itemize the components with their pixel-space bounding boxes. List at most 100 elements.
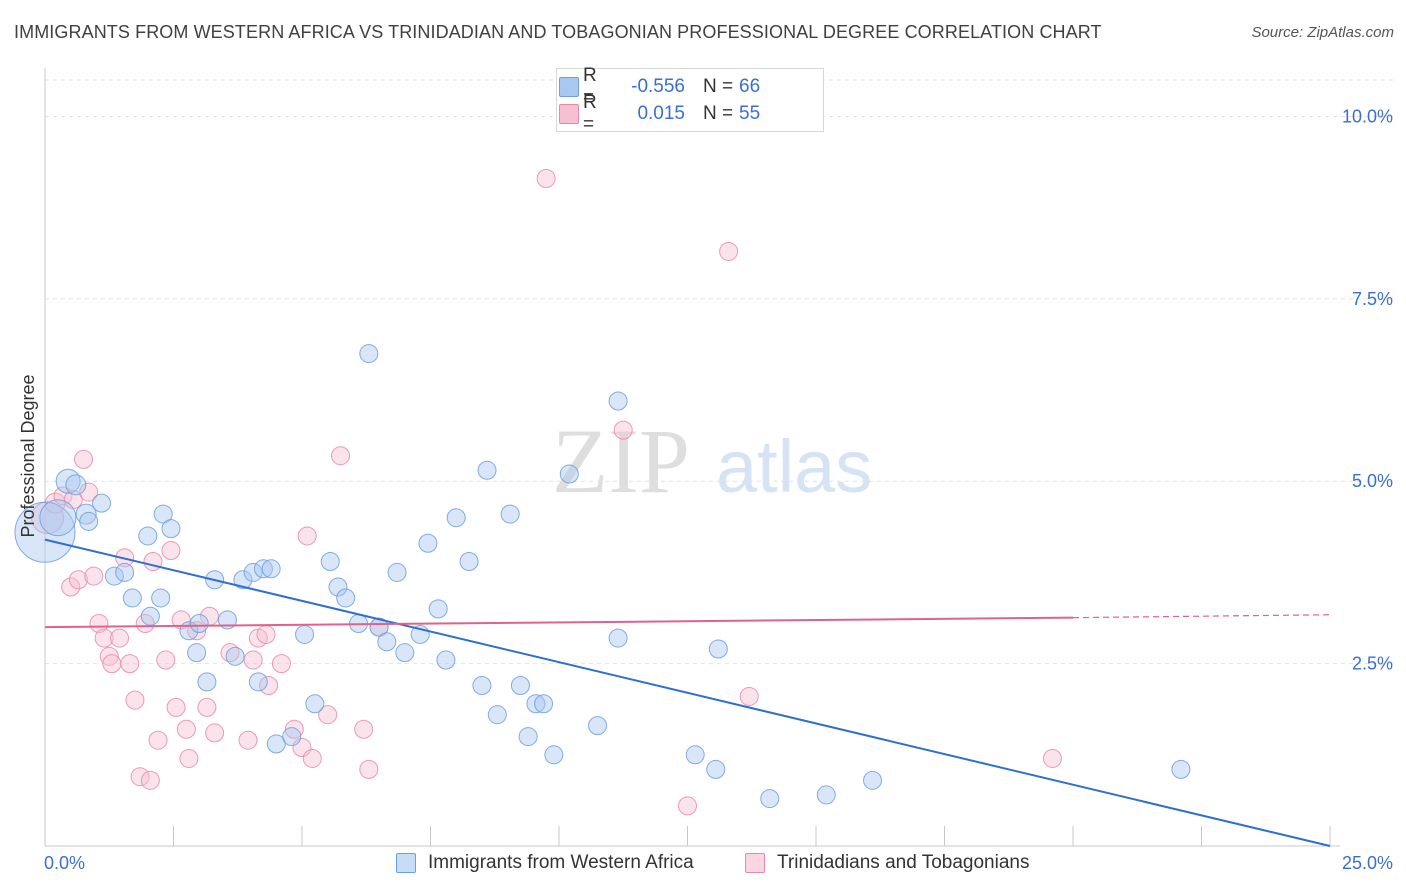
axes: 2.5% 5.0% 7.5% 10.0% 0.0% 25.0% — [44, 68, 1393, 873]
point-western-africa — [418, 533, 438, 553]
point-trinidadians — [719, 241, 739, 261]
point-western-africa — [510, 676, 530, 696]
point-trinidadians — [102, 654, 122, 674]
series-legend-label: Immigrants from Western Africa — [428, 852, 694, 873]
point-western-africa — [248, 672, 268, 692]
point-western-africa — [79, 511, 99, 531]
point-western-africa — [14, 501, 76, 563]
point-western-africa — [816, 785, 836, 805]
point-trinidadians — [302, 748, 322, 768]
legend-n-label: N = — [703, 76, 734, 97]
point-western-africa — [477, 460, 497, 480]
point-trinidadians — [678, 796, 697, 816]
point-western-africa — [588, 716, 608, 736]
point-western-africa — [305, 694, 325, 714]
point-western-africa — [708, 639, 728, 659]
point-western-africa — [472, 676, 492, 696]
point-western-africa — [436, 650, 456, 670]
legend-row-western-africa: R = -0.556 N = 66 — [559, 65, 761, 108]
point-western-africa — [261, 559, 281, 579]
point-trinidadians — [359, 759, 379, 779]
point-trinidadians — [331, 446, 351, 466]
point-western-africa — [225, 646, 245, 666]
point-trinidadians — [68, 570, 88, 590]
point-trinidadians — [318, 705, 338, 725]
legend-r-label: R = — [583, 65, 597, 108]
point-western-africa — [863, 770, 883, 790]
point-western-africa — [39, 499, 77, 537]
point-trinidadians — [197, 697, 217, 717]
point-western-africa — [140, 606, 160, 626]
legend-n-label: N = — [703, 103, 734, 124]
trend-line-trinidadians — [44, 616, 1074, 629]
legend-swatch-blue — [559, 77, 579, 97]
point-western-africa — [328, 577, 348, 597]
watermark: ZIP atlas — [552, 410, 872, 512]
point-western-africa — [197, 672, 217, 692]
legend-r-label: R = — [583, 92, 597, 135]
point-western-africa — [243, 562, 263, 582]
point-western-africa — [526, 694, 546, 714]
x-tick-label-min: 0.0% — [44, 853, 85, 873]
point-western-africa — [706, 759, 726, 779]
point-western-africa — [395, 643, 415, 663]
point-trinidadians — [297, 526, 317, 546]
x-tick-label-max: 25.0% — [1342, 853, 1393, 873]
point-western-africa — [75, 503, 97, 525]
y-tick-label: 10.0% — [1342, 106, 1393, 126]
legend-row-trinidadians: R = 0.015 N = 55 — [559, 92, 760, 135]
point-western-africa — [446, 508, 466, 528]
legend-swatch-pink — [559, 104, 579, 124]
point-trinidadians — [130, 767, 150, 787]
point-trinidadians — [110, 628, 130, 648]
point-trinidadians — [259, 676, 279, 696]
point-western-africa — [608, 391, 628, 411]
series-trinidadians-points — [31, 168, 1062, 816]
point-western-africa — [608, 628, 628, 648]
series-legend-swatch-blue — [396, 853, 416, 873]
point-trinidadians — [205, 723, 225, 743]
point-western-africa — [336, 588, 356, 608]
point-trinidadians — [1042, 748, 1062, 768]
point-western-africa — [233, 570, 253, 590]
point-western-africa — [320, 551, 340, 571]
point-western-africa — [282, 727, 302, 747]
point-trinidadians — [256, 624, 276, 644]
trend-line-trinidadians-extension — [1072, 614, 1331, 619]
point-trinidadians — [161, 541, 181, 561]
point-trinidadians — [61, 577, 81, 597]
point-western-africa — [138, 526, 158, 546]
point-trinidadians — [171, 610, 191, 630]
y-axis-label: Professional Degree — [18, 374, 38, 537]
legend-r-value: 0.015 — [637, 103, 685, 124]
point-trinidadians — [140, 770, 160, 790]
point-western-africa — [760, 789, 780, 809]
point-western-africa — [253, 559, 273, 579]
point-western-africa — [65, 474, 87, 496]
point-western-africa — [122, 588, 142, 608]
chart-title: IMMIGRANTS FROM WESTERN AFRICA VS TRINID… — [14, 22, 1102, 42]
correlation-legend: R = -0.556 N = 66 R = 0.015 N = 55 — [556, 65, 824, 135]
source-credit: Source: ZipAtlas.com — [1251, 24, 1394, 41]
point-trinidadians — [354, 719, 374, 739]
trend-lines — [44, 538, 1331, 847]
point-trinidadians — [120, 654, 140, 674]
point-western-africa — [359, 344, 379, 364]
y-tick-label: 5.0% — [1352, 471, 1393, 491]
point-western-africa — [387, 562, 407, 582]
point-trinidadians — [613, 420, 633, 440]
point-western-africa — [518, 727, 538, 747]
point-western-africa — [534, 694, 554, 714]
point-trinidadians — [84, 566, 104, 586]
series-legend-western-africa: Immigrants from Western Africa — [396, 852, 694, 874]
series-legend-label: Trinidadians and Tobagonians — [777, 852, 1030, 873]
point-western-africa — [266, 734, 286, 754]
point-trinidadians — [179, 748, 199, 768]
trend-line-western-africa — [44, 538, 1331, 847]
point-western-africa — [151, 588, 171, 608]
y-tick-label: 2.5% — [1352, 654, 1393, 674]
point-western-africa — [559, 464, 579, 484]
point-trinidadians — [156, 650, 176, 670]
point-western-africa — [459, 551, 479, 571]
legend-n-value: 66 — [739, 76, 761, 97]
